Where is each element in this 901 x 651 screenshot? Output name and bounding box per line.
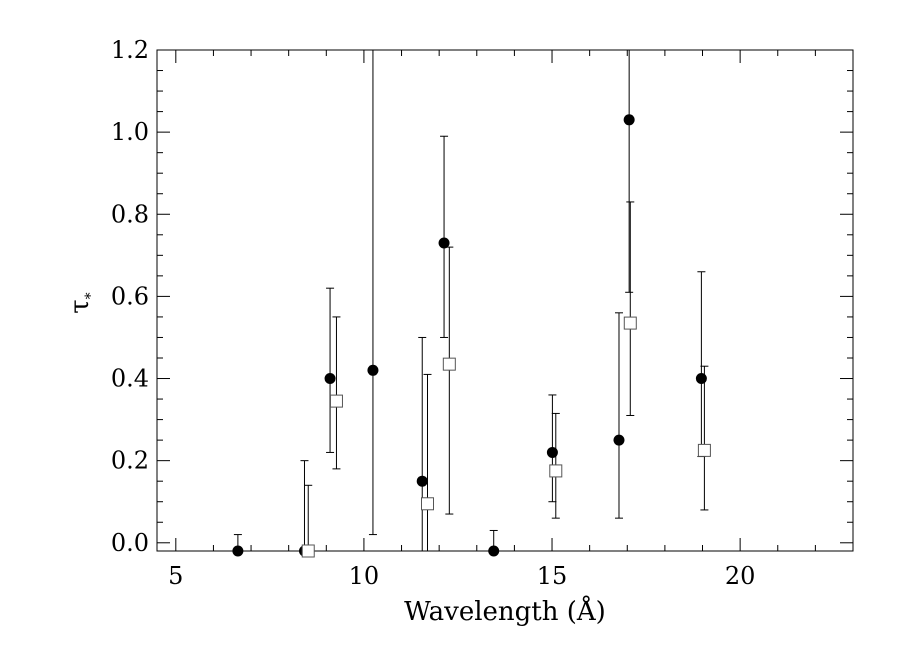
error-bars	[233, 50, 709, 551]
data-point-circle	[367, 364, 379, 376]
x-tick-label: 15	[537, 562, 568, 590]
x-axis-title: Wavelength (Å)	[404, 595, 606, 627]
data-point-square	[697, 443, 711, 457]
data-point-circle	[623, 114, 635, 126]
x-tick-label: 10	[349, 562, 380, 590]
y-tick-label: 1.2	[111, 36, 149, 64]
data-point-square	[301, 544, 315, 558]
plot-frame	[156, 49, 854, 552]
y-tick-label: 0.6	[111, 282, 149, 310]
y-axis-title-main: τ	[65, 299, 95, 313]
y-tick-label: 1.0	[111, 118, 149, 146]
y-tick-label: 0.4	[111, 365, 149, 393]
data-point-circle	[324, 373, 336, 385]
y-tick-label: 0.2	[111, 447, 149, 475]
y-axis-title-group: τ*	[65, 292, 99, 313]
data-point-square	[623, 316, 637, 330]
x-tick-label: 5	[168, 562, 183, 590]
data-point-circle	[613, 434, 625, 446]
data-point-circle	[416, 475, 428, 487]
data-point-square	[442, 357, 456, 371]
data-point-circle	[695, 373, 707, 385]
y-axis-title-subscript: *	[83, 292, 99, 299]
data-point-circle	[546, 446, 558, 458]
data-point-square	[549, 464, 563, 478]
data-point-circle	[488, 545, 500, 557]
y-tick-label: 0.8	[111, 200, 149, 228]
data-point-square	[420, 497, 434, 511]
data-markers	[232, 114, 711, 558]
x-tick-label: 20	[725, 562, 756, 590]
data-point-circle	[232, 545, 244, 557]
axis-ticks	[157, 49, 854, 551]
data-point-circle	[438, 237, 450, 249]
tick-labels: 5 10 15 20 0.0 0.2 0.4 0.6 0.8 1.0 1.2	[111, 36, 756, 590]
y-axis-title: τ*	[65, 292, 99, 313]
data-point-square	[329, 394, 343, 408]
y-tick-label: 0.0	[111, 529, 149, 557]
